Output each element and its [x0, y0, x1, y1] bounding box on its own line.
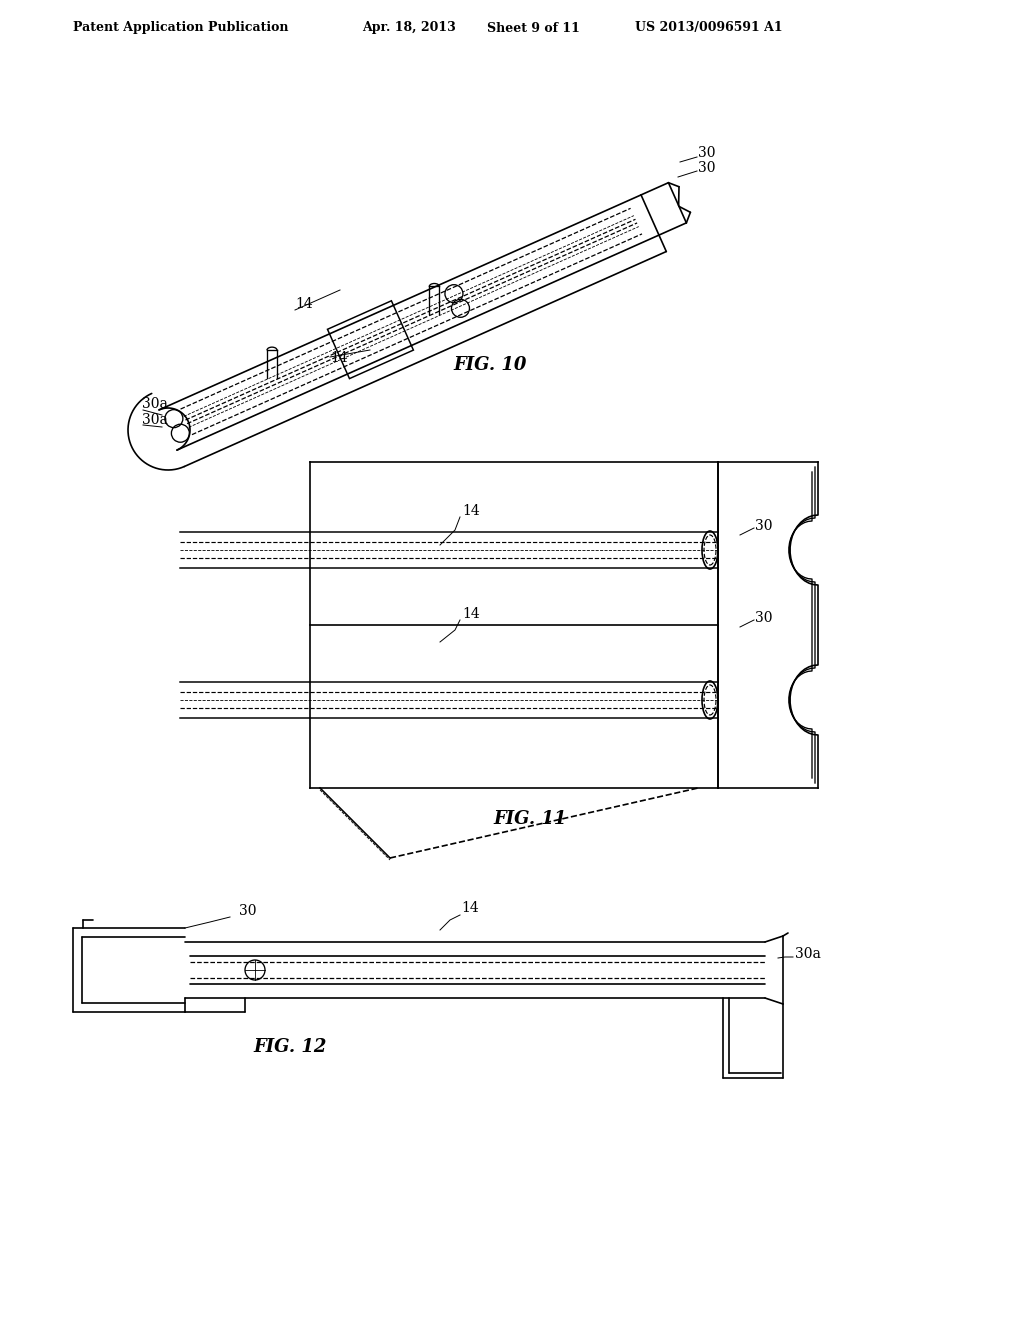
Text: FIG. 10: FIG. 10: [454, 356, 526, 374]
Text: 30: 30: [698, 161, 716, 176]
Text: 14: 14: [330, 351, 348, 366]
Text: 30: 30: [755, 611, 772, 624]
Text: 30a: 30a: [142, 397, 168, 411]
Text: 14: 14: [295, 297, 312, 312]
Text: 14: 14: [461, 902, 479, 915]
Text: FIG. 12: FIG. 12: [253, 1038, 327, 1056]
Text: 30: 30: [240, 904, 257, 917]
Text: FIG. 11: FIG. 11: [494, 810, 566, 828]
Text: Apr. 18, 2013: Apr. 18, 2013: [362, 21, 456, 34]
Text: 14: 14: [462, 607, 480, 620]
Text: 30: 30: [755, 519, 772, 533]
Text: 30a: 30a: [795, 946, 821, 961]
Text: 14: 14: [462, 504, 480, 517]
Text: 30: 30: [698, 147, 716, 160]
Text: Patent Application Publication: Patent Application Publication: [73, 21, 289, 34]
Text: 30a: 30a: [142, 413, 168, 426]
Text: US 2013/0096591 A1: US 2013/0096591 A1: [635, 21, 782, 34]
Text: Sheet 9 of 11: Sheet 9 of 11: [487, 21, 580, 34]
